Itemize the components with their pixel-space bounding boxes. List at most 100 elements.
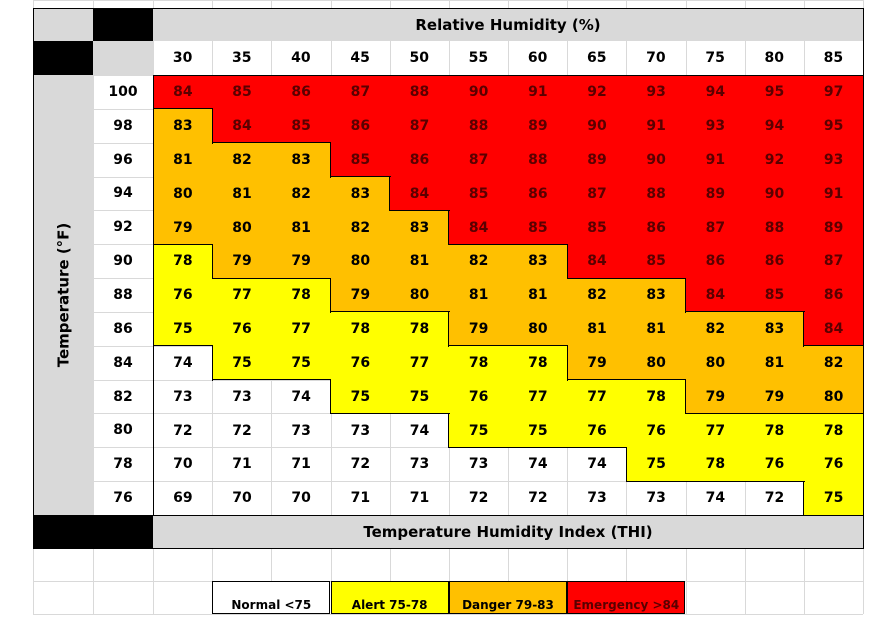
thi-cell: 84 [567,244,627,279]
thi-cell: 71 [291,456,311,473]
thi-cell: 93 [685,108,746,144]
thi-cell: 81 [508,278,568,313]
thi-cell: 75 [626,447,686,482]
thi-cell: 77 [389,345,450,381]
thi-cell: 93 [626,75,686,110]
thi-cell: 70 [232,490,252,507]
zone-border [803,345,864,347]
thi-cell: 88 [508,142,568,178]
thi-cell: 84 [212,108,272,144]
thi-cell: 83 [389,210,450,245]
thi-cell: 90 [744,176,805,211]
zone-border [211,244,213,280]
thi-cell: 93 [803,142,864,178]
thi-cell: 71 [409,490,430,507]
zone-border [448,345,509,347]
thi-cell: 70 [291,490,311,507]
thi-cell: 77 [271,311,331,347]
corner-black [93,8,153,41]
thi-cell: 91 [508,75,568,110]
zone-border [744,311,805,313]
thi-cell: 81 [389,244,450,279]
y-tick-label: 100 [108,83,138,100]
zone-border [153,243,214,245]
thi-cell: 81 [271,210,331,245]
zone-border [566,345,568,381]
zone-border [330,412,391,414]
thi-cell: 79 [153,210,213,245]
thi-cell: 82 [212,142,272,178]
thi-cell: 82 [448,244,509,279]
thi-cell: 89 [567,142,627,178]
thi-cell: 80 [626,345,686,381]
thi-cell: 75 [330,379,391,414]
zone-border [330,311,391,313]
thi-cell: 85 [271,108,331,144]
thi-cell: 83 [153,108,213,144]
thi-cell: 85 [744,278,805,313]
thi-cell: 83 [271,142,331,178]
zone-border [744,480,805,482]
thi-cell: 91 [685,142,746,178]
thi-cell: 83 [330,176,391,211]
thi-cell: 87 [685,210,746,245]
thi-cell: 73 [173,388,193,405]
x-tick-label: 60 [527,50,548,66]
y-tick-label: 76 [113,490,133,507]
thi-cell: 92 [744,142,805,178]
thi-cell: 87 [330,75,391,110]
thi-cell: 81 [153,142,213,178]
thi-cell: 90 [448,75,509,110]
thi-cell: 88 [626,176,686,211]
thi-cell: 82 [271,176,331,211]
thi-cell: 88 [744,210,805,245]
thi-cell: 89 [508,108,568,144]
x-tick-label: 70 [646,50,666,66]
thi-cell: 79 [744,379,805,414]
thi-cell: 86 [330,108,391,144]
zone-border [803,311,805,347]
thi-cell: 79 [330,278,391,313]
thi-cell: 91 [803,176,864,211]
thi-cell: 78 [744,413,805,448]
thi-cell: 79 [685,379,746,414]
zone-border [448,243,509,245]
zone-border [389,311,450,313]
thi-cell: 77 [685,413,746,448]
legend-emergency: Emergency >84 [567,581,686,614]
x-tick-label: 40 [291,50,311,66]
thi-cell: 79 [212,244,272,279]
y-tick-label: 90 [113,253,133,270]
thi-cell: 69 [173,490,193,507]
legend-normal: Normal <75 [212,581,331,614]
thi-cell: 78 [271,278,331,313]
thi-cell: 88 [389,75,450,110]
gridline [33,0,863,1]
zone-border [271,142,332,144]
thi-cell: 87 [448,142,509,178]
thi-cell: 79 [271,244,331,279]
thi-cell: 70 [173,456,193,473]
zone-border [211,345,213,381]
thi-cell: 80 [803,379,864,414]
zone-border [803,481,805,516]
zone-border [271,277,332,279]
y-tick-label: 96 [113,151,133,168]
zone-border [685,480,746,482]
zone-border [685,278,686,313]
legend-alert: Alert 75-78 [330,581,449,614]
zone-border [685,311,746,313]
thi-cell: 75 [271,345,331,381]
zone-border [212,277,273,279]
zone-border [508,243,569,245]
thi-cell: 79 [567,345,627,381]
zone-border [744,412,805,414]
thi-cell: 84 [389,176,450,211]
thi-cell: 89 [803,210,864,245]
thi-cell: 97 [803,75,864,110]
thi-cell: 85 [330,142,391,178]
x-tick-label: 80 [764,50,784,66]
zone-border [566,244,568,280]
thi-cell: 89 [685,176,746,211]
